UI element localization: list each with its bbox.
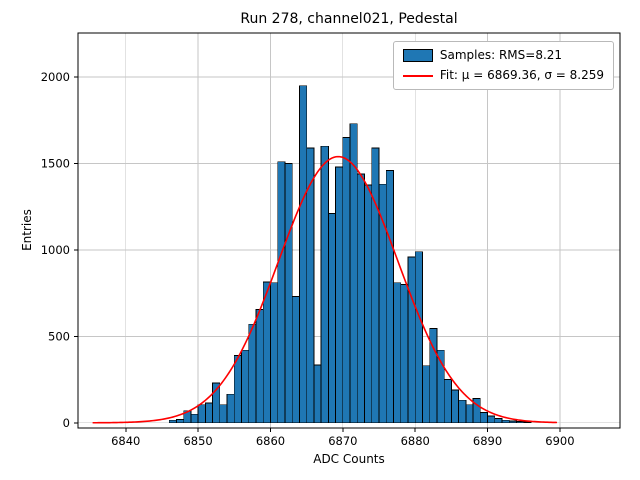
histogram-bar [313,364,322,424]
histogram-bar [248,323,257,424]
y-tick-label: 500 [48,329,70,343]
histogram-bar [277,161,286,424]
histogram-bar [241,349,250,424]
histogram-swatch-icon [402,49,433,62]
histogram-bar [342,137,351,424]
histogram-bar [400,284,409,424]
histogram-bar [364,184,373,424]
histogram-bar [523,421,532,424]
histogram-bar [306,147,315,424]
histogram-bar [356,173,365,424]
histogram-bar [393,282,402,424]
histogram-bar [407,256,416,424]
histogram-bar [226,393,235,424]
histogram-bar [291,296,300,424]
histogram-bar [299,85,308,424]
legend-entry-fit: Fit: μ = 6869.36, σ = 8.259 [402,68,604,83]
x-tick-label: 6860 [256,434,285,448]
histogram-bar [233,354,242,424]
histogram-bar [197,404,206,424]
y-axis-label: Entries [20,209,34,251]
histogram-bar [168,419,177,424]
histogram-bar [262,281,271,424]
histogram-bar [335,166,344,424]
x-tick-label: 6840 [111,434,140,448]
histogram-bar [212,382,221,424]
histogram-bar [458,399,467,424]
y-tick-label: 1000 [41,243,70,257]
histogram-bar [422,365,431,424]
x-axis-label: ADC Counts [313,452,385,466]
legend-samples-label: Samples: RMS=8.21 [439,48,563,62]
histogram-bar [204,402,213,424]
histogram-bar [472,398,481,424]
x-tick-label: 6850 [183,434,212,448]
y-tick-label: 1500 [41,157,70,171]
histogram-bar [516,421,525,424]
y-tick-label: 0 [63,416,70,430]
histogram-bar [284,163,293,424]
histogram-bar [219,404,228,424]
histogram-bar [176,418,185,424]
histogram-bar [479,412,488,424]
histogram-bar [494,418,503,424]
histogram-bar [270,282,279,424]
histogram-bar [414,251,423,424]
histogram-bar [327,213,337,424]
histogram-bar [443,379,452,424]
histogram-bar [508,420,517,424]
legend-fit-label: Fit: μ = 6869.36, σ = 8.259 [439,68,604,82]
legend-entry-samples: Samples: RMS=8.21 [402,48,604,63]
x-tick-label: 6870 [328,434,357,448]
histogram-bar [501,419,510,424]
fit-curve [92,155,558,424]
histogram-bar [450,389,460,424]
histogram-bar [465,404,474,424]
histogram-bar [320,145,329,424]
x-tick-label: 6880 [401,434,430,448]
chart-title: Run 278, channel021, Pedestal [240,11,458,27]
x-tick-label: 6900 [545,434,574,448]
axes-frame [77,32,621,429]
histogram-bar [385,170,394,424]
x-tick-label: 6890 [473,434,502,448]
legend: Samples: RMS=8.21 Fit: μ = 6869.36, σ = … [392,41,614,90]
histogram-bar [371,147,380,424]
fit-line-swatch-icon [402,74,433,77]
y-tick-label: 2000 [41,70,70,84]
histogram-bar [487,415,496,424]
histogram-bar [190,413,199,424]
histogram-bar [255,309,264,424]
